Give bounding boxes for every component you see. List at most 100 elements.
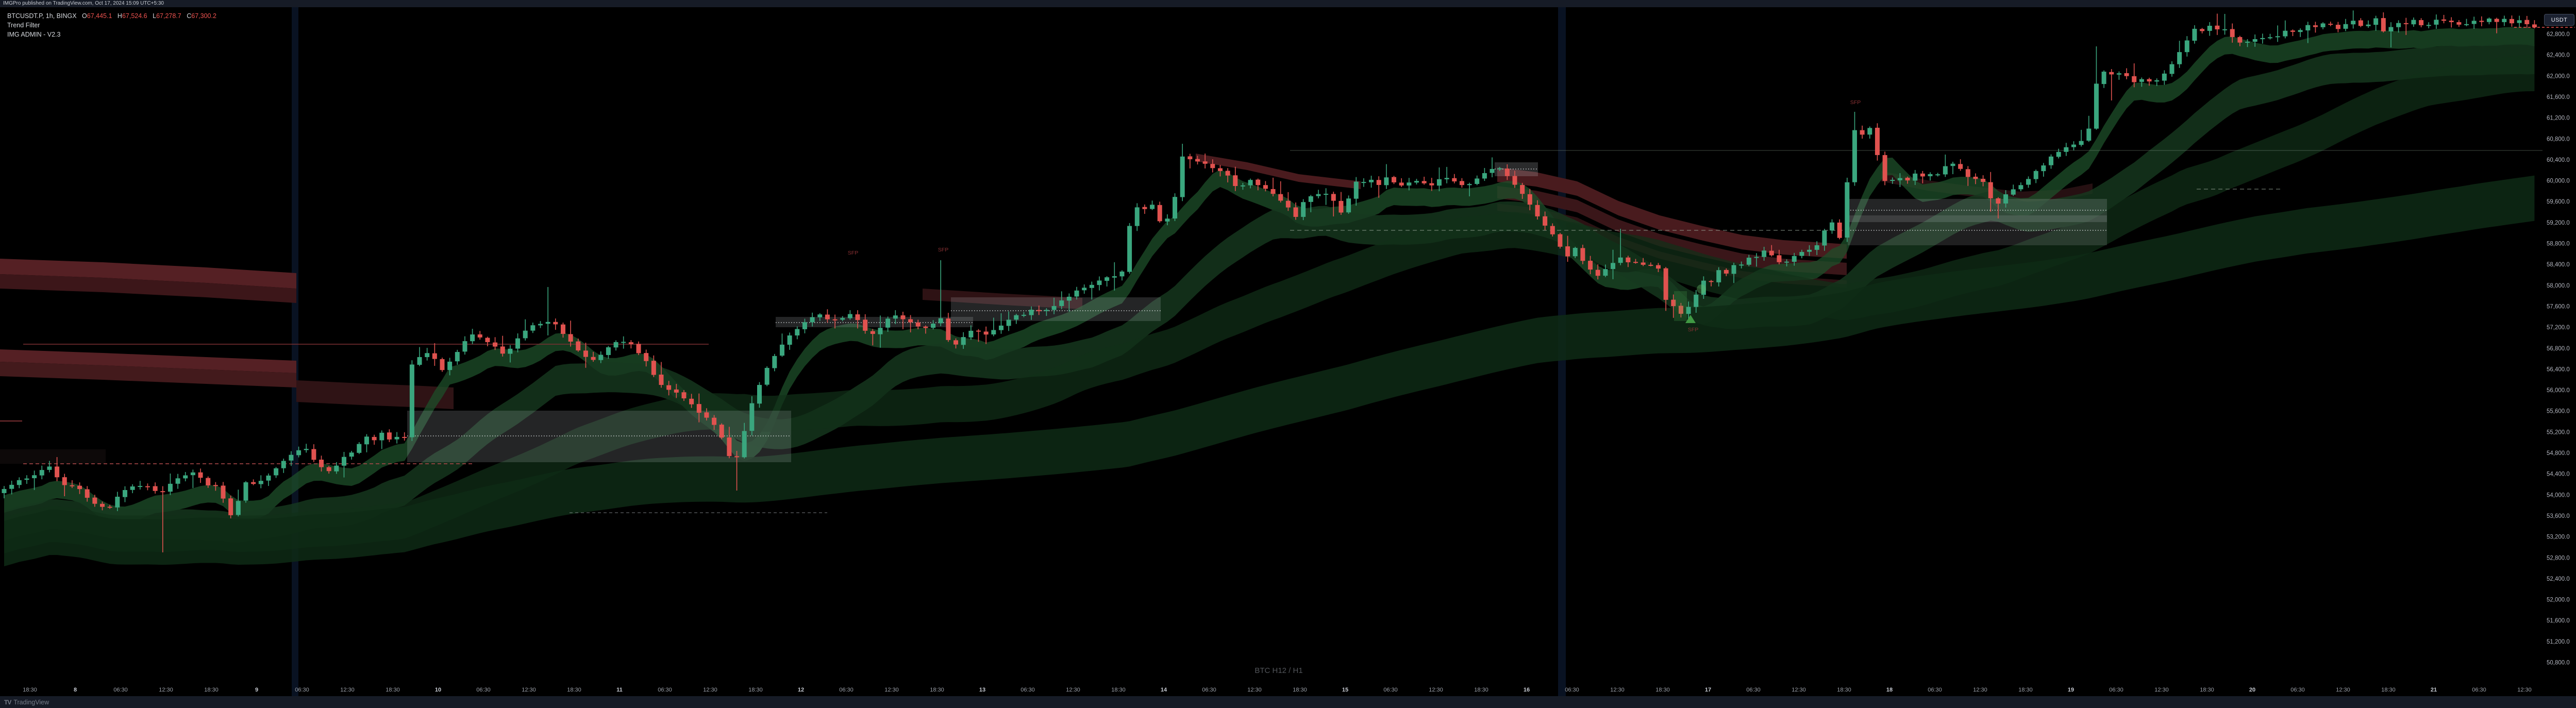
price-tick-label: 59,200.0	[2547, 220, 2570, 226]
price-tick-label: 51,200.0	[2547, 639, 2570, 645]
chart-watermark: BTC H12 / H1	[1254, 666, 1303, 675]
indicator-img-admin[interactable]: IMG ADMIN - V2.3	[7, 31, 61, 38]
time-axis[interactable]: 18:30 8 06:30 12:30 18:30 9 06:30 12:30 18:30 10 0…	[23, 687, 2532, 693]
sfp-label: SFP	[1850, 99, 1861, 106]
time-tick-label: 06:30	[2472, 687, 2486, 693]
indicator-trend-filter[interactable]: Trend Filter	[7, 22, 40, 29]
bear-trend-ribbon	[0, 259, 296, 289]
open-value: 67,445.1	[87, 12, 112, 20]
time-tick-label: 12:30	[522, 687, 536, 693]
price-tick-label: 54,400.0	[2547, 471, 2570, 478]
price-tick-label: 57,600.0	[2547, 304, 2570, 310]
price-tick-label: 60,800.0	[2547, 136, 2570, 142]
time-tick-label: 18	[1886, 687, 1893, 693]
bear-trend-ribbon	[1497, 186, 1847, 275]
symbol-title[interactable]: BTCUSDT.P, 1h, BINGX	[7, 12, 77, 20]
price-tick-label: 52,000.0	[2547, 597, 2570, 603]
price-tick-label: 59,600.0	[2547, 199, 2570, 205]
time-tick-label: 12:30	[1973, 687, 1987, 693]
price-tick-label: 56,000.0	[2547, 387, 2570, 394]
time-tick-label: 12:30	[2336, 687, 2350, 693]
sfp-label: SFP	[1688, 327, 1698, 333]
bear-trend-ribbon	[0, 349, 296, 373]
time-tick-label: 06:30	[1202, 687, 1216, 693]
legend-symbol-row[interactable]: BTCUSDT.P, 1h, BINGX O67,445.1 H67,524.6…	[7, 11, 216, 21]
publish-info-bar: IMGPro published on TradingView.com, Oct…	[0, 0, 2576, 7]
time-tick-label: 06:30	[476, 687, 491, 693]
time-tick-label: 18:30	[1474, 687, 1488, 693]
time-tick-label: 12:30	[159, 687, 173, 693]
time-tick-label: 06:30	[658, 687, 672, 693]
time-tick-label: 06:30	[1565, 687, 1579, 693]
time-tick-label: 12:30	[884, 687, 899, 693]
bear-trend-ribbon	[0, 274, 296, 303]
high-label: H	[117, 12, 122, 20]
time-tick-label: 18:30	[204, 687, 219, 693]
price-tick-label: 56,400.0	[2547, 366, 2570, 373]
bull-trend-ribbon	[4, 44, 2535, 543]
time-tick-label: 12:30	[1792, 687, 1806, 693]
time-tick-label: 06:30	[295, 687, 309, 693]
time-tick-label: 12:30	[1247, 687, 1262, 693]
bull-trend-ribbon	[4, 175, 2535, 566]
tradingview-logo-icon: TV	[4, 698, 11, 706]
low-label: L	[153, 12, 157, 20]
open-label: O	[82, 12, 87, 20]
tradingview-logo[interactable]: TV TradingView	[4, 699, 49, 706]
price-tick-label: 62,000.0	[2547, 73, 2570, 79]
bear-trend-ribbon	[923, 289, 1082, 309]
price-tick-label: 60,000.0	[2547, 178, 2570, 184]
close-value: 67,300.2	[191, 12, 216, 20]
price-tick-label: 61,600.0	[2547, 94, 2570, 100]
time-tick-label: 06:30	[1746, 687, 1761, 693]
price-tick-label: 55,600.0	[2547, 409, 2570, 415]
time-tick-label: 10	[435, 687, 441, 693]
time-tick-label: 12	[798, 687, 804, 693]
price-tick-label: 57,200.0	[2547, 325, 2570, 331]
left-faded-zone	[0, 449, 106, 464]
bear-trend-ribbon	[1497, 167, 1847, 259]
price-tick-label: 54,800.0	[2547, 450, 2570, 457]
chart-layers: SFP SFP SFP SFP	[0, 7, 2542, 696]
time-tick-label: 19	[2068, 687, 2074, 693]
time-tick-label: 18:30	[567, 687, 581, 693]
time-tick-label: 12:30	[2517, 687, 2532, 693]
price-tick-label: 52,400.0	[2547, 576, 2570, 582]
time-tick-label: 06:30	[113, 687, 128, 693]
price-tick-label: 62,400.0	[2547, 53, 2570, 59]
time-tick-label: 06:30	[1383, 687, 1398, 693]
high-value: 67,524.6	[122, 12, 147, 20]
price-axis[interactable]: 62,800.0 62,400.0 62,000.0 61,600.0 61,200.0…	[2547, 31, 2570, 666]
price-tick-label: 58,400.0	[2547, 262, 2570, 268]
time-tick-label: 9	[255, 687, 258, 693]
price-tick-label: 53,600.0	[2547, 513, 2570, 519]
tradingview-logo-text: TradingView	[13, 698, 49, 706]
time-tick-label: 13	[979, 687, 985, 693]
price-tick-label: 58,000.0	[2547, 283, 2570, 289]
currency-toggle-button[interactable]: USDT	[2544, 14, 2574, 26]
time-tick-label: 18:30	[930, 687, 944, 693]
time-tick-label: 18:30	[23, 687, 37, 693]
time-tick-label: 18:30	[2018, 687, 2033, 693]
time-tick-label: 21	[2431, 687, 2437, 693]
time-tick-label: 12:30	[703, 687, 717, 693]
bull-trend-ribbon	[4, 55, 2535, 553]
bear-trend-ribbon	[0, 362, 296, 387]
price-tick-label: 60,400.0	[2547, 157, 2570, 163]
close-label: C	[187, 12, 192, 20]
time-tick-label: 8	[74, 687, 77, 693]
sfp-label: SFP	[848, 250, 858, 256]
time-tick-label: 18:30	[748, 687, 763, 693]
time-tick-label: 12:30	[1429, 687, 1443, 693]
time-tick-label: 12:30	[340, 687, 355, 693]
time-tick-label: 18:30	[1837, 687, 1851, 693]
price-tick-label: 58,800.0	[2547, 241, 2570, 247]
session-separator	[292, 7, 298, 696]
price-tick-label: 55,200.0	[2547, 429, 2570, 435]
time-tick-label: 18:30	[1293, 687, 1307, 693]
time-tick-label: 16	[1524, 687, 1530, 693]
time-tick-label: 18:30	[1111, 687, 1126, 693]
zone-c	[776, 317, 973, 327]
